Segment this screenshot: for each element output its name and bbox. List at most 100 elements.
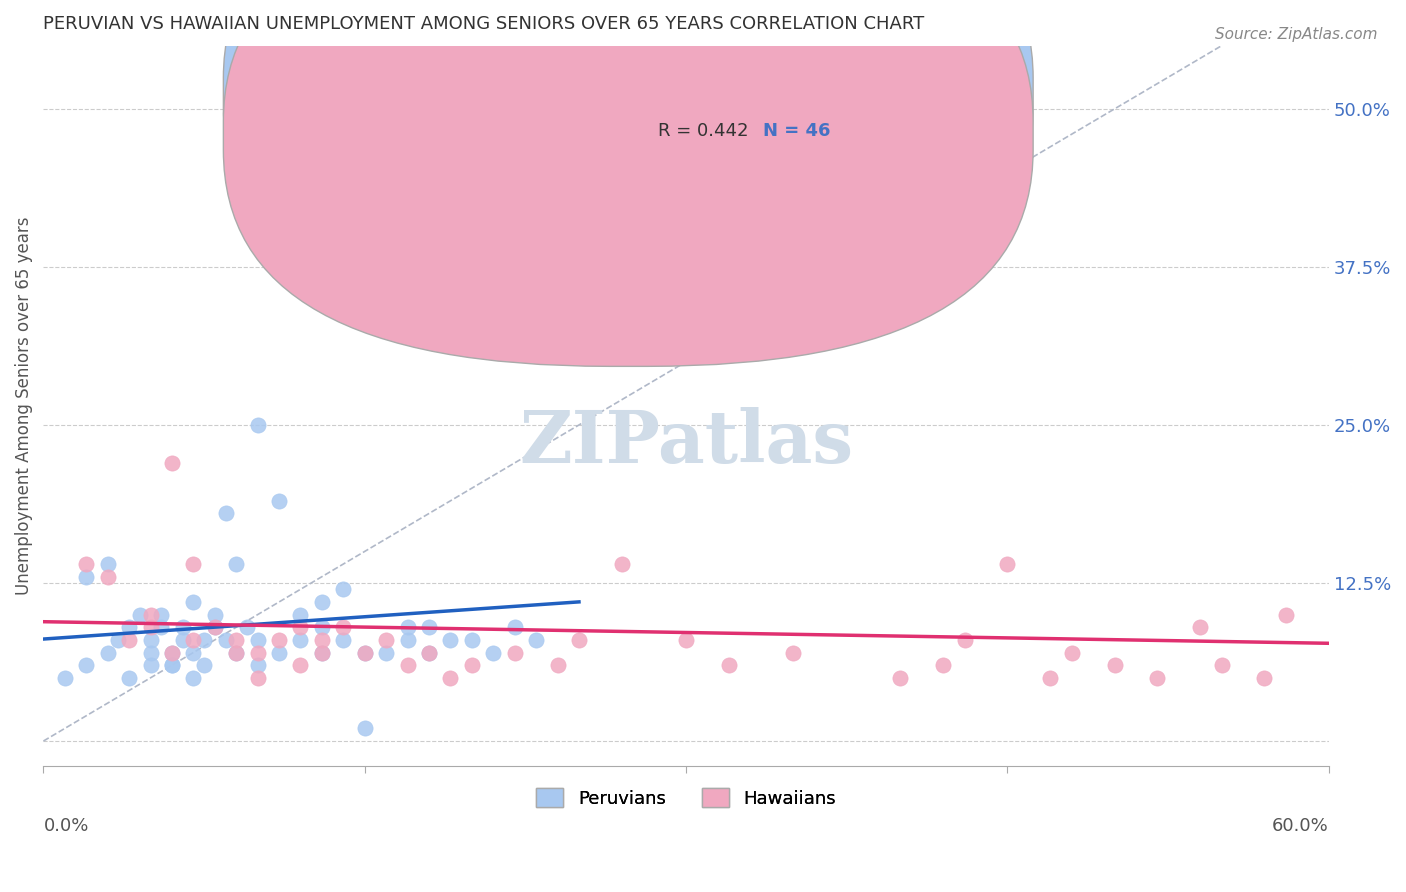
Point	[139, 632, 162, 647]
FancyBboxPatch shape	[224, 0, 1033, 323]
Point	[782, 646, 804, 660]
Point	[418, 646, 440, 660]
Point	[225, 646, 247, 660]
Point	[997, 557, 1019, 571]
Point	[246, 417, 269, 432]
Point	[139, 658, 162, 673]
Point	[353, 722, 375, 736]
Point	[353, 646, 375, 660]
Point	[396, 658, 419, 673]
Point	[139, 620, 162, 634]
Point	[1039, 671, 1062, 685]
Point	[311, 646, 333, 660]
Point	[610, 557, 633, 571]
Point	[225, 632, 247, 647]
Point	[214, 632, 236, 647]
Point	[375, 632, 398, 647]
Point	[183, 557, 205, 571]
Point	[311, 595, 333, 609]
Point	[1211, 658, 1233, 673]
Point	[1104, 658, 1126, 673]
Point	[150, 607, 173, 622]
Point	[267, 646, 290, 660]
Legend: Peruvians, Hawaiians: Peruvians, Hawaiians	[529, 781, 844, 815]
Point	[311, 632, 333, 647]
Point	[160, 646, 183, 660]
FancyBboxPatch shape	[224, 0, 1033, 367]
Text: PERUVIAN VS HAWAIIAN UNEMPLOYMENT AMONG SENIORS OVER 65 YEARS CORRELATION CHART: PERUVIAN VS HAWAIIAN UNEMPLOYMENT AMONG …	[44, 15, 925, 33]
Point	[482, 646, 505, 660]
Point	[118, 671, 141, 685]
Point	[503, 646, 526, 660]
Point	[418, 620, 440, 634]
Point	[1275, 607, 1298, 622]
Point	[97, 569, 120, 583]
Text: ZIPatlas: ZIPatlas	[519, 407, 853, 477]
Point	[461, 632, 484, 647]
Point	[1253, 671, 1275, 685]
Y-axis label: Unemployment Among Seniors over 65 years: Unemployment Among Seniors over 65 years	[15, 217, 32, 595]
FancyBboxPatch shape	[589, 60, 898, 169]
Point	[225, 557, 247, 571]
Text: R = 0.442: R = 0.442	[658, 121, 748, 140]
Point	[183, 595, 205, 609]
Point	[439, 632, 461, 647]
Point	[160, 646, 183, 660]
Point	[53, 671, 76, 685]
Point	[139, 646, 162, 660]
Point	[267, 632, 290, 647]
Point	[953, 632, 976, 647]
Point	[396, 632, 419, 647]
Point	[204, 620, 226, 634]
Point	[183, 671, 205, 685]
Point	[290, 607, 312, 622]
Point	[183, 646, 205, 660]
Point	[107, 632, 129, 647]
Point	[97, 646, 120, 660]
Point	[375, 646, 398, 660]
Point	[118, 620, 141, 634]
Point	[503, 620, 526, 634]
Point	[889, 671, 911, 685]
Text: N = 56: N = 56	[763, 78, 831, 96]
Point	[246, 671, 269, 685]
Point	[675, 632, 697, 647]
Point	[204, 620, 226, 634]
Point	[204, 607, 226, 622]
Point	[311, 620, 333, 634]
Text: 60.0%: 60.0%	[1272, 817, 1329, 835]
Point	[418, 646, 440, 660]
Point	[246, 632, 269, 647]
Point	[246, 646, 269, 660]
Point	[160, 658, 183, 673]
Point	[1189, 620, 1212, 634]
Point	[193, 632, 215, 647]
Point	[75, 557, 97, 571]
Point	[118, 632, 141, 647]
Point	[311, 646, 333, 660]
Point	[439, 292, 461, 306]
Point	[172, 620, 194, 634]
Point	[717, 658, 740, 673]
Point	[439, 671, 461, 685]
Point	[160, 456, 183, 470]
Point	[290, 620, 312, 634]
Point	[932, 658, 955, 673]
Point	[75, 569, 97, 583]
Point	[160, 658, 183, 673]
Text: N = 46: N = 46	[763, 121, 831, 140]
Point	[568, 632, 591, 647]
Point	[1060, 646, 1083, 660]
Point	[246, 658, 269, 673]
Text: 0.0%: 0.0%	[44, 817, 89, 835]
Point	[846, 304, 869, 318]
Point	[524, 632, 547, 647]
Point	[332, 582, 354, 597]
Point	[332, 620, 354, 634]
Point	[172, 632, 194, 647]
Point	[193, 658, 215, 673]
Point	[236, 620, 259, 634]
Point	[267, 493, 290, 508]
Point	[1146, 671, 1168, 685]
Point	[461, 658, 484, 673]
